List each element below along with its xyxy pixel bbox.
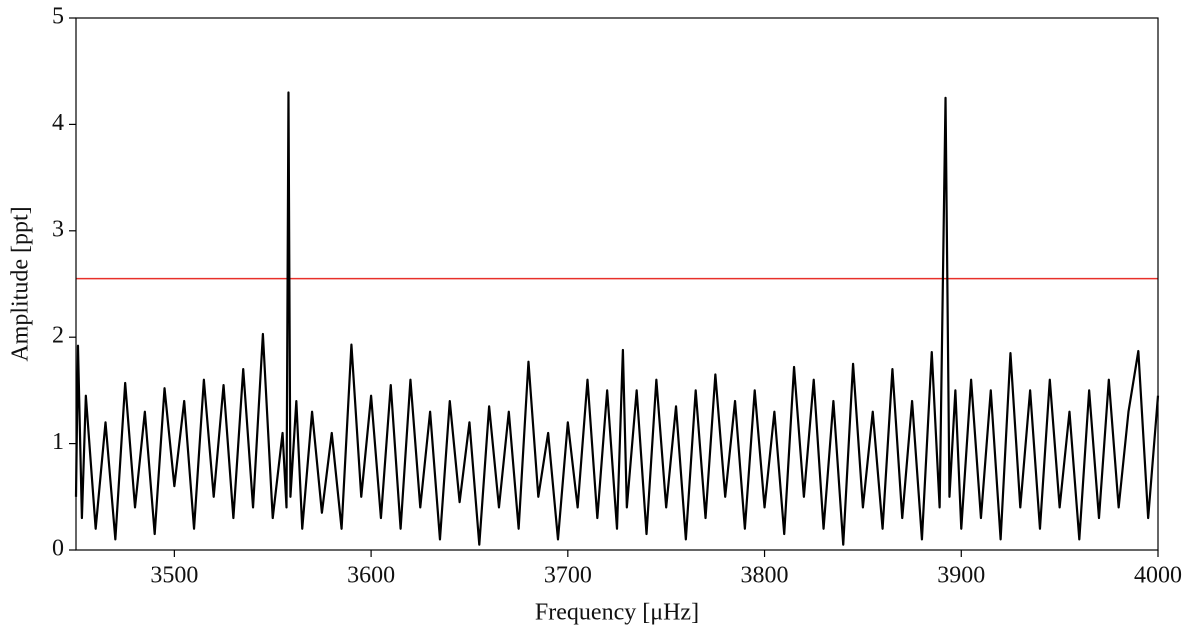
- y-tick-label: 3: [52, 216, 64, 242]
- x-tick-label: 3800: [741, 563, 789, 589]
- y-tick-label: 1: [52, 429, 64, 455]
- y-tick-label: 0: [52, 536, 64, 562]
- x-tick-label: 3500: [150, 563, 198, 589]
- spectrum-line: [74, 91, 1160, 546]
- y-axis-label: Amplitude [ppt]: [8, 206, 34, 361]
- y-tick-label: 5: [52, 4, 64, 30]
- x-tick-label: 3900: [937, 563, 985, 589]
- x-tick-label: 3700: [544, 563, 592, 589]
- y-tick-label: 4: [52, 110, 64, 136]
- x-tick-label: 3600: [347, 563, 395, 589]
- y-tick-label: 2: [52, 323, 64, 349]
- x-axis-label: Frequency [μHz]: [535, 600, 699, 626]
- plot-frame: [75, 17, 1159, 551]
- x-tick-label: 4000: [1134, 563, 1182, 589]
